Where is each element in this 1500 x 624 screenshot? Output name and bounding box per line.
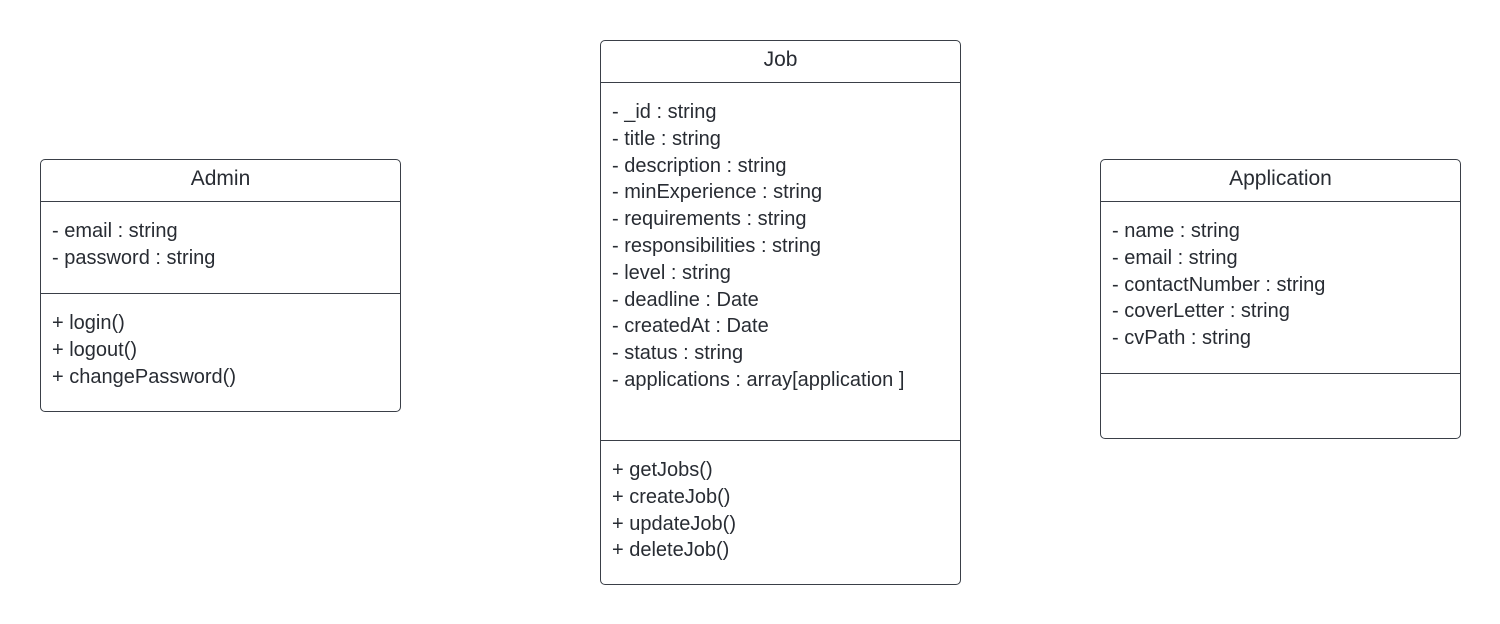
attribute: - applications : array[application ] [612, 368, 905, 391]
class-name: Admin [41, 160, 400, 202]
job-class-box[interactable]: Job - _id : string - title : string - de… [600, 40, 961, 585]
attribute: - password : string [52, 246, 216, 269]
method: + login() [52, 312, 125, 334]
attribute: - status : string [612, 342, 744, 365]
methods-compartment [1101, 374, 1460, 438]
attribute: - cvPath : string [1112, 327, 1251, 350]
attributes-compartment: - name : string - email : string - conta… [1101, 202, 1460, 374]
attribute: - responsibilities : string [612, 234, 821, 257]
attribute: - email : string [1112, 246, 1238, 269]
admin-class-box[interactable]: Admin - email : string - password : stri… [40, 159, 401, 412]
application-class-box[interactable]: Application - name : string - email : st… [1100, 159, 1461, 439]
class-name: Job [601, 41, 960, 83]
methods-compartment: + getJobs() + createJob() + updateJob() … [601, 441, 960, 584]
method: + logout() [52, 338, 138, 361]
method: + updateJob() [612, 512, 736, 535]
method: + changePassword() [52, 365, 236, 388]
attributes-compartment: - _id : string - title : string - descri… [601, 83, 960, 441]
method: + getJobs() [612, 459, 713, 481]
attribute: - level : string [612, 261, 731, 284]
attribute: - _id : string [612, 101, 717, 123]
attribute: - email : string [52, 220, 178, 242]
attributes-compartment: - email : string - password : string [41, 202, 400, 294]
attribute: - minExperience : string [612, 181, 823, 204]
class-name: Application [1101, 160, 1460, 202]
method: + createJob() [612, 485, 731, 508]
attribute: - title : string [612, 127, 721, 150]
attribute: - description : string [612, 154, 787, 177]
attribute: - coverLetter : string [1112, 300, 1290, 323]
methods-compartment: + login() + logout() + changePassword() [41, 294, 400, 411]
attribute: - contactNumber : string [1112, 273, 1326, 296]
attribute: - createdAt : Date [612, 315, 769, 338]
attribute: - requirements : string [612, 208, 807, 231]
attribute: - deadline : Date [612, 288, 759, 311]
method: + deleteJob() [612, 539, 730, 562]
attribute: - name : string [1112, 220, 1240, 242]
